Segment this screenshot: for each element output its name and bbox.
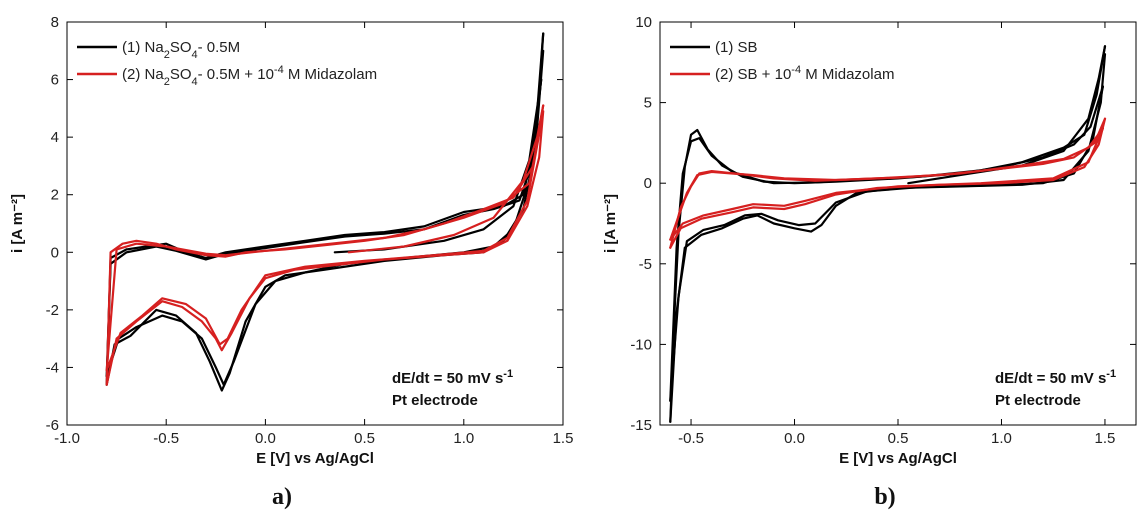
y-tick-label: 2 <box>51 187 59 204</box>
y-tick-label: -4 <box>46 359 59 376</box>
x-tick-label: 0.0 <box>784 430 805 447</box>
legend-entry: (1) Na2SO4- 0.5M <box>122 39 240 61</box>
annotation-scan-rate: dE/dt = 50 mV s-1 <box>392 368 513 387</box>
y-tick-label: 4 <box>51 129 59 146</box>
plot-curves <box>669 45 1107 423</box>
y-tick-label: -2 <box>46 302 59 319</box>
y-tick-label: 0 <box>51 244 59 261</box>
plot-frame <box>66 21 564 426</box>
x-tick-label: -0.5 <box>153 430 179 447</box>
legend: (1) SB (2) SB + 10-4 M Midazolam <box>670 39 894 83</box>
y-axis-label: i [A m⁻²] <box>9 194 26 253</box>
x-axis: -1.0 -0.5 0.0 0.5 1.0 1.5 <box>54 22 573 447</box>
legend-entry: (1) SB <box>715 39 758 56</box>
legend: (1) Na2SO4- 0.5M (2) Na2SO4- 0.5M + 10-4 … <box>77 39 377 88</box>
series-1-cycle-1-return <box>105 49 545 392</box>
series-1-cycle-2-anodic <box>669 85 1104 402</box>
series-2-cycle-2-anodic <box>669 127 1104 241</box>
annotation: dE/dt = 50 mV s-1 Pt electrode <box>995 368 1116 409</box>
series-1-cycle-2-cathodic <box>105 78 543 378</box>
series-2-cycle-2-cathodic <box>105 121 543 372</box>
x-tick-label: -1.0 <box>54 430 80 447</box>
annotation-scan-rate: dE/dt = 50 mV s-1 <box>995 368 1116 387</box>
panel-label: b) <box>874 484 895 510</box>
x-tick-label: 1.0 <box>991 430 1012 447</box>
series-1-cycle-1-anodic <box>907 45 1107 185</box>
series-1-cycle-1-cathodic <box>669 45 1107 423</box>
y-tick-label: -10 <box>630 336 652 353</box>
y-tick-label: -15 <box>630 417 652 434</box>
plot-curves <box>105 32 545 392</box>
series-1-cycle-2-cathodic <box>669 85 1104 402</box>
y-axis-label: i [A m⁻²] <box>602 194 619 253</box>
legend-entry: (2) Na2SO4- 0.5M + 10-4 M Midazolam <box>122 64 377 88</box>
y-tick-label: 5 <box>644 95 652 112</box>
chart-panel-b: -0.5 0.0 0.5 1.0 1.5 -15 -10 -5 0 5 10 E [V] vs A… <box>602 14 1137 510</box>
y-axis: -15 -10 -5 0 5 10 <box>630 14 1136 434</box>
y-tick-label: 0 <box>644 175 652 192</box>
legend-entry: (2) SB + 10-4 M Midazolam <box>715 64 894 83</box>
x-tick-label: 1.0 <box>453 430 474 447</box>
y-tick-label: -6 <box>46 417 59 434</box>
y-tick-label: 6 <box>51 72 59 89</box>
annotation-electrode: Pt electrode <box>392 392 478 409</box>
series-2-cycle-1-anodic <box>669 117 1107 249</box>
x-tick-label: -0.5 <box>678 430 704 447</box>
panel-label: a) <box>272 484 292 510</box>
x-tick-label: 0.0 <box>255 430 276 447</box>
series-2-cycle-2-anodic <box>105 121 543 372</box>
x-tick-label: 1.5 <box>553 430 574 447</box>
y-axis: -6 -4 -2 0 2 4 6 8 <box>46 14 563 434</box>
series-2-cycle-2-cathodic <box>669 127 1104 241</box>
annotation-electrode: Pt electrode <box>995 392 1081 409</box>
y-tick-label: 10 <box>635 14 652 31</box>
x-axis: -0.5 0.0 0.5 1.0 1.5 <box>678 22 1115 447</box>
series-1-cycle-1-cathodic <box>105 32 545 386</box>
chart-panel-a: -1.0 -0.5 0.0 0.5 1.0 1.5 -6 -4 -2 0 2 4 6 8 E [V] v… <box>9 14 573 510</box>
series-1-cycle-1-return <box>669 53 1107 423</box>
x-tick-label: 0.5 <box>354 430 375 447</box>
y-tick-label: -5 <box>639 256 652 273</box>
x-tick-label: 0.5 <box>888 430 909 447</box>
y-tick-label: 8 <box>51 14 59 31</box>
annotation: dE/dt = 50 mV s-1 Pt electrode <box>392 368 513 409</box>
x-tick-label: 1.5 <box>1095 430 1116 447</box>
x-axis-label: E [V] vs Ag/AgCl <box>839 450 957 467</box>
x-axis-label: E [V] vs Ag/AgCl <box>256 450 374 467</box>
